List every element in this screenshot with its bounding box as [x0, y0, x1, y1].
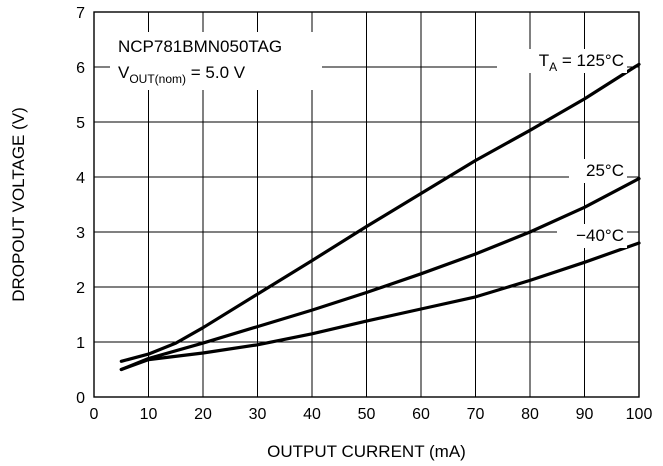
x-tick-label: 10 [140, 406, 158, 423]
vout-subscript: OUT(nom) [129, 72, 186, 86]
y-tick-label: 0 [76, 390, 85, 407]
x-tick-label: 70 [467, 406, 485, 423]
y-axis-label: DROPOUT VOLTAGE (V) [9, 107, 28, 302]
y-tick-label: 4 [76, 170, 85, 187]
x-tick-label: 60 [412, 406, 430, 423]
part-annotation: NCP781BMN050TAG VOUT(nom) = 5.0 V [110, 32, 322, 90]
x-tick-label: 90 [576, 406, 594, 423]
vout-prefix: V [118, 63, 130, 82]
y-tick-label: 1 [76, 335, 85, 352]
y-tick-label: 7 [76, 5, 85, 22]
x-tick-label: 30 [249, 406, 267, 423]
x-tick-label: 20 [194, 406, 212, 423]
series-line-125c [119, 62, 641, 363]
plot-frame [93, 11, 640, 398]
series-label-minus40c: −40°C [576, 226, 624, 245]
x-tick-label: 40 [303, 406, 321, 423]
vout-suffix: = 5.0 V [186, 63, 246, 82]
y-tick-label: 3 [76, 225, 85, 242]
y-tick-label: 2 [76, 280, 85, 297]
x-tick-label: 80 [521, 406, 539, 423]
y-tick-label: 6 [76, 60, 85, 77]
x-tick-label: 50 [358, 406, 376, 423]
series-line-25c [119, 177, 641, 372]
series-line-minus40c [119, 241, 641, 372]
x-tick-label: 100 [626, 406, 653, 423]
x-axis-label: OUTPUT CURRENT (mA) [267, 442, 466, 461]
plot-border [93, 11, 640, 398]
vout-nominal-label: VOUT(nom) = 5.0 V [118, 63, 246, 86]
series-labels: TA = 125°C 25°C −40°C [497, 49, 627, 248]
y-tick-label: 5 [76, 115, 85, 132]
part-number-label: NCP781BMN050TAG [118, 37, 282, 56]
series-label-125c: TA = 125°C [539, 51, 624, 74]
series-label-25c: 25°C [586, 161, 624, 180]
tick-labels: 0 10 20 30 40 50 60 70 80 90 100 0 1 2 3 4 5 6 7 [76, 5, 652, 423]
series-lines [119, 62, 641, 372]
x-tick-label: 0 [90, 406, 99, 423]
